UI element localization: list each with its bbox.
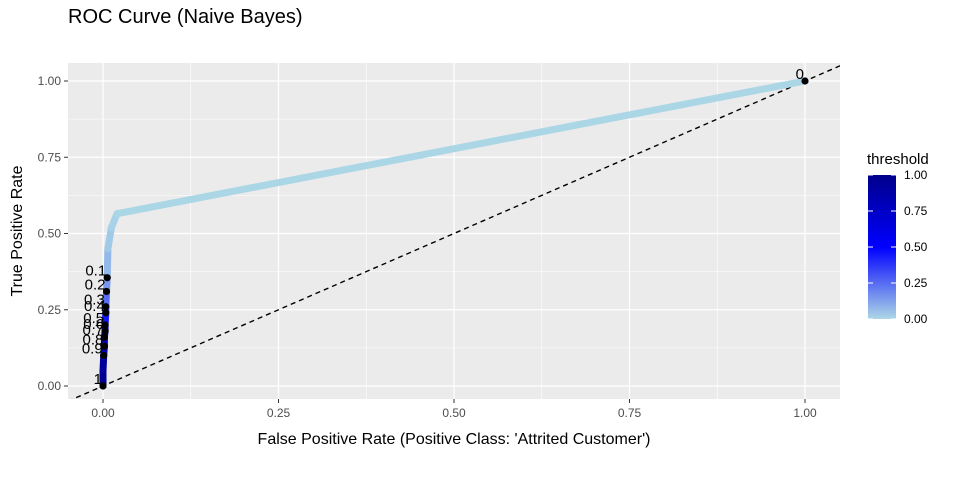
threshold-point [99,382,107,390]
threshold-point [102,287,111,296]
threshold-point [102,303,110,311]
y-axis-ticks: 0.00 0.25 0.50 0.75 1.00 [38,74,68,393]
y-tick-label: 0.50 [38,227,62,241]
y-tick-label: 1.00 [38,74,62,88]
threshold-point [801,77,809,85]
threshold-point [100,333,109,341]
threshold-point-label: 0.3 [84,292,105,309]
threshold-legend: threshold 1.00 0.75 0.50 0.25 0.00 [867,151,929,326]
y-tick-label: 0.25 [38,303,62,317]
threshold-point [102,309,110,317]
threshold-point-label: 0.5 [83,310,104,327]
x-tick-label: 0.00 [91,406,115,420]
y-tick-label: 0.00 [38,379,62,393]
threshold-point [101,321,109,329]
legend-tick-label: 1.00 [904,168,928,182]
legend-ticks: 1.00 0.75 0.50 0.25 0.00 [868,168,928,326]
threshold-point-label: 0.7 [83,322,104,339]
x-axis-ticks: 0.00 0.25 0.50 0.75 1.00 [91,399,817,420]
roc-curve-segment [113,77,809,218]
x-axis-title: False Positive Rate (Positive Class: 'At… [258,431,651,448]
x-tick-label: 0.50 [442,406,466,420]
legend-tick-label: 0.50 [904,240,928,254]
threshold-point-label: 0.1 [85,263,106,280]
threshold-point [103,274,111,282]
roc-curve-segment [104,223,115,253]
threshold-point [100,342,109,350]
x-tick-label: 1.00 [793,406,817,420]
threshold-point-label: 0.4 [84,298,105,315]
threshold-points [99,77,809,390]
threshold-point-label: 0.6 [83,316,104,333]
y-axis-title: True Positive Rate [9,165,26,296]
x-tick-label: 0.75 [618,406,642,420]
roc-curve-segment [103,245,112,282]
threshold-point-label: 1 [94,371,102,388]
legend-tick-label: 0.00 [904,312,928,326]
threshold-point-labels: 0 0.10.20.30.40.50.60.70.80.9 1 [82,66,804,388]
threshold-point-label: 0 [796,66,804,83]
threshold-point-label: 0.8 [83,331,104,348]
legend-tick-label: 0.75 [904,204,928,218]
threshold-point-label: 0.2 [85,276,106,293]
chart-title: ROC Curve (Naive Bayes) [68,6,303,28]
threshold-point-label: 0.9 [82,341,103,358]
legend-title: threshold [867,151,929,168]
y-tick-label: 0.75 [38,150,62,164]
legend-tick-label: 0.25 [904,276,928,290]
threshold-point [100,351,108,360]
threshold-point [101,327,109,335]
x-tick-label: 0.25 [267,406,291,420]
